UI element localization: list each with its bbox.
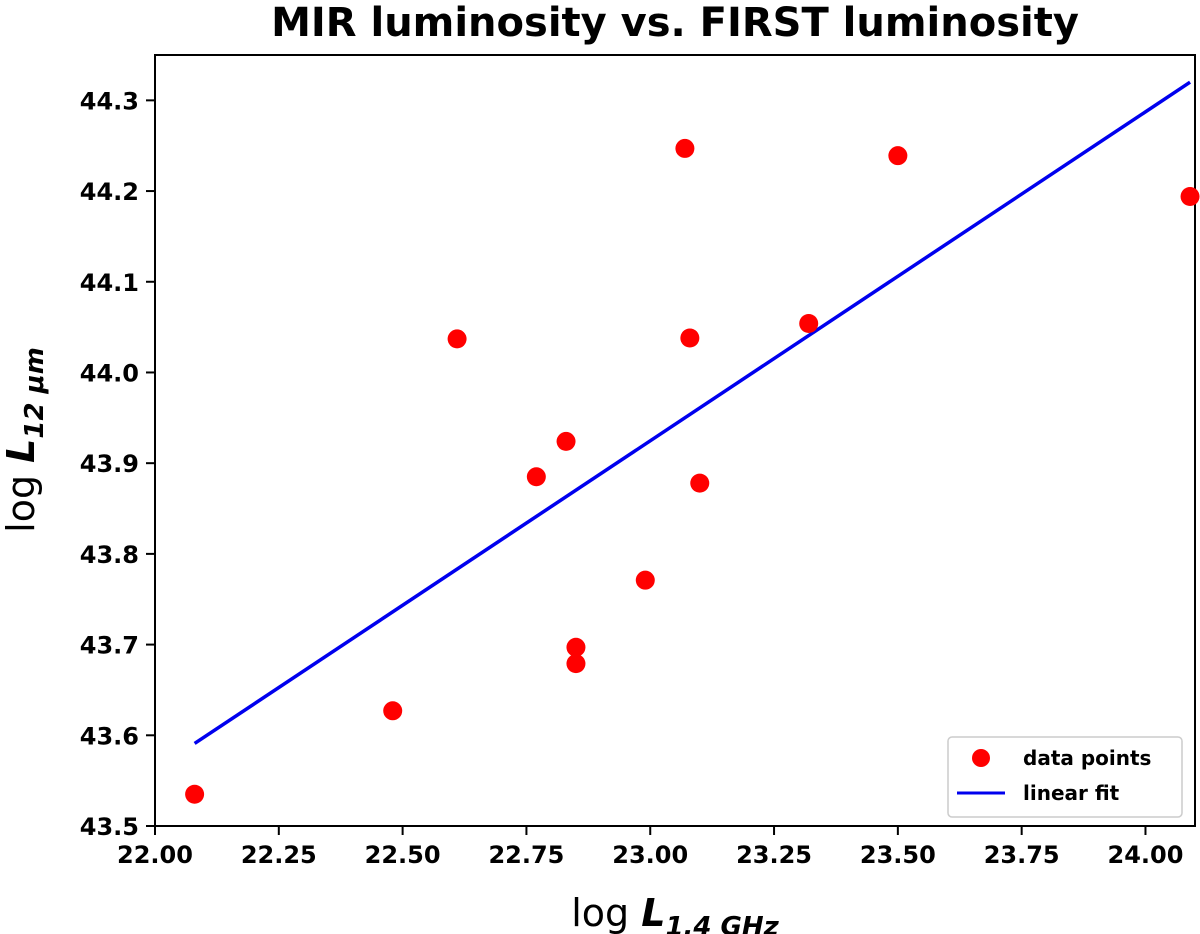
data-point — [556, 431, 576, 451]
legend-label-data-points: data points — [1023, 746, 1151, 770]
data-point — [680, 328, 700, 348]
y-axis-label-subscript: 12 μm — [20, 347, 50, 438]
y-tick-label: 43.9 — [80, 450, 139, 478]
data-point — [799, 313, 819, 333]
y-tick-label: 43.7 — [80, 632, 139, 660]
y-tick-label: 44.2 — [80, 178, 139, 206]
y-axis-label-main: L — [0, 439, 43, 463]
data-point — [383, 701, 403, 721]
x-axis-label: log L1.4 GHz — [571, 891, 779, 934]
x-tick-label: 24.00 — [1108, 841, 1184, 869]
legend-marker-data-points — [972, 749, 990, 767]
data-point — [888, 146, 908, 166]
x-tick-label: 23.50 — [860, 841, 936, 869]
x-tick-label: 22.75 — [488, 841, 564, 869]
data-point — [185, 784, 205, 804]
x-axis: 22.00 22.25 22.50 22.75 23.00 23.25 23.50 23.75… — [117, 826, 1183, 869]
x-tick-label: 23.00 — [612, 841, 688, 869]
x-tick-label: 23.25 — [736, 841, 812, 869]
data-point — [566, 654, 586, 674]
legend-box — [947, 736, 1183, 818]
data-point — [675, 138, 695, 158]
y-tick-label: 44.3 — [80, 87, 139, 115]
y-axis: 43.5 43.6 43.7 43.8 43.9 44.0 44.1 44.2 44.3 — [80, 87, 155, 841]
data-point — [690, 473, 710, 493]
x-tick-label: 22.50 — [365, 841, 441, 869]
y-tick-label: 43.6 — [80, 722, 139, 750]
y-tick-label: 43.8 — [80, 541, 139, 569]
data-point — [566, 637, 586, 657]
series-layer — [185, 80, 1200, 804]
x-tick-label: 22.00 — [117, 841, 193, 869]
data-point — [447, 329, 467, 349]
data-point — [635, 570, 655, 590]
data-point — [526, 467, 546, 487]
y-tick-label: 44.0 — [80, 359, 139, 387]
x-axis-label-prefix: log — [571, 891, 641, 934]
plot-frame — [154, 54, 1196, 827]
chart-title: MIR luminosity vs. FIRST luminosity — [271, 0, 1079, 46]
y-axis-label: log L12 μm — [0, 347, 50, 533]
y-tick-label: 43.5 — [80, 813, 139, 841]
linear-fit-line — [193, 80, 1192, 745]
legend: data points linear fit — [947, 736, 1183, 818]
x-axis-label-subscript: 1.4 GHz — [665, 912, 779, 934]
legend-label-linear-fit: linear fit — [1023, 781, 1120, 805]
x-tick-label: 22.25 — [241, 841, 317, 869]
x-tick-label: 23.75 — [984, 841, 1060, 869]
y-axis-label-prefix: log — [0, 463, 43, 533]
data-point — [1180, 187, 1200, 207]
plot-area: 22.00 22.25 22.50 22.75 23.00 23.25 23.50 23.75… — [80, 54, 1200, 869]
x-axis-label-main: L — [641, 891, 665, 934]
y-tick-label: 44.1 — [80, 269, 139, 297]
